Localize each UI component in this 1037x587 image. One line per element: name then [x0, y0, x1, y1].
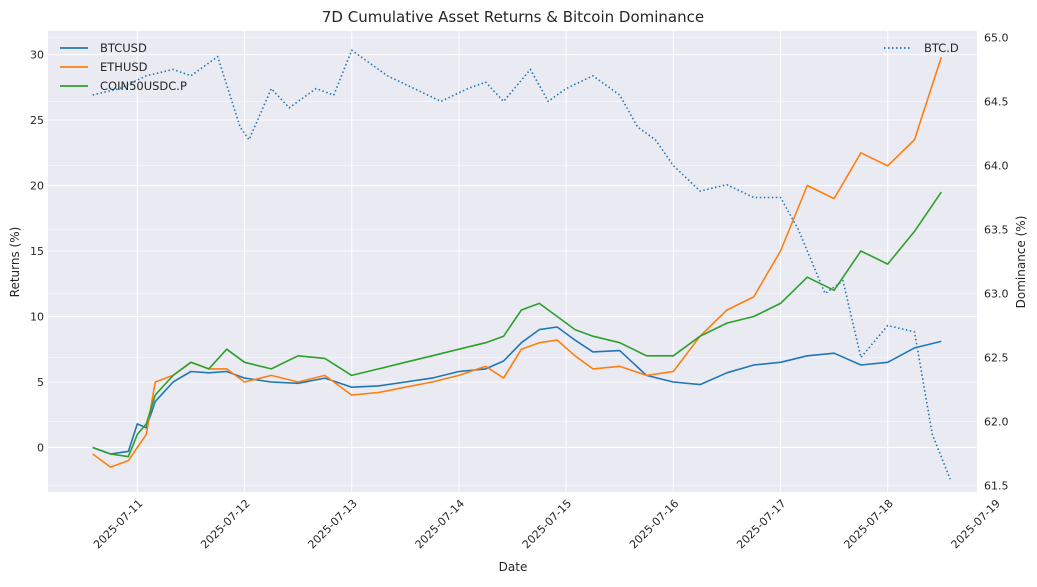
- y2-tick-label: 64.5: [984, 95, 1009, 108]
- chart-title: 7D Cumulative Asset Returns & Bitcoin Do…: [322, 8, 704, 26]
- y2-tick-label: 61.5: [984, 480, 1009, 493]
- legend-label: BTC.D: [924, 41, 959, 55]
- plot-area: [48, 31, 977, 492]
- x-tick-label: 2025-07-12: [198, 497, 252, 551]
- y-axis-label-right: Dominance (%): [1014, 216, 1028, 309]
- x-tick-label: 2025-07-15: [520, 497, 574, 551]
- series-line-btcusd: [92, 326, 942, 455]
- legend-label: BTCUSD: [100, 41, 147, 55]
- x-tick-label: 2025-07-14: [413, 497, 467, 551]
- legend-label: ETHUSD: [100, 60, 148, 74]
- grid-lines: [48, 31, 996, 492]
- x-axis-label: Date: [499, 560, 528, 574]
- x-tick-label: 2025-07-13: [305, 497, 359, 551]
- legend-left: BTCUSD ETHUSD COIN50USDC.P: [60, 41, 187, 93]
- y-axis-label-left: Returns (%): [8, 227, 22, 298]
- legend-label: COIN50USDC.P: [100, 79, 187, 93]
- y-tick-label: 30: [30, 49, 44, 62]
- y2-tick-label: 65.0: [984, 31, 1009, 44]
- y2-tick-label: 63.5: [984, 223, 1009, 236]
- series-lines: [92, 49, 951, 480]
- y-tick-label: 15: [30, 245, 44, 258]
- x-tick-label: 2025-07-19: [949, 497, 1003, 551]
- x-tick-label: 2025-07-18: [841, 497, 895, 551]
- y2-tick-label: 64.0: [984, 159, 1009, 172]
- y-tick-label: 20: [30, 180, 44, 193]
- y2-tick-label: 62.5: [984, 352, 1009, 365]
- y-tick-label: 0: [37, 441, 44, 454]
- series-line-coin50usdc-p: [92, 191, 942, 458]
- y2-tick-label: 63.0: [984, 288, 1009, 301]
- x-tick-label: 2025-07-17: [734, 497, 788, 551]
- x-tick-label: 2025-07-16: [627, 497, 681, 551]
- x-tick-label: 2025-07-11: [91, 497, 145, 551]
- y-tick-label: 5: [37, 376, 44, 389]
- y-tick-label: 25: [30, 114, 44, 127]
- y2-tick-label: 62.0: [984, 416, 1009, 429]
- legend-right: BTC.D: [884, 41, 959, 55]
- series-line-btc-d: [92, 49, 951, 480]
- y-tick-label: 10: [30, 311, 44, 324]
